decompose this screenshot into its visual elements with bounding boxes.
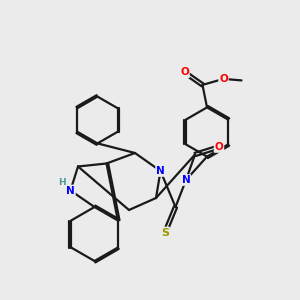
Text: H: H bbox=[58, 178, 66, 187]
Text: O: O bbox=[214, 142, 224, 152]
Text: S: S bbox=[161, 227, 169, 238]
Text: N: N bbox=[66, 185, 75, 196]
Text: O: O bbox=[219, 74, 228, 84]
Text: N: N bbox=[182, 175, 190, 185]
Text: O: O bbox=[180, 67, 189, 77]
Text: N: N bbox=[156, 166, 165, 176]
